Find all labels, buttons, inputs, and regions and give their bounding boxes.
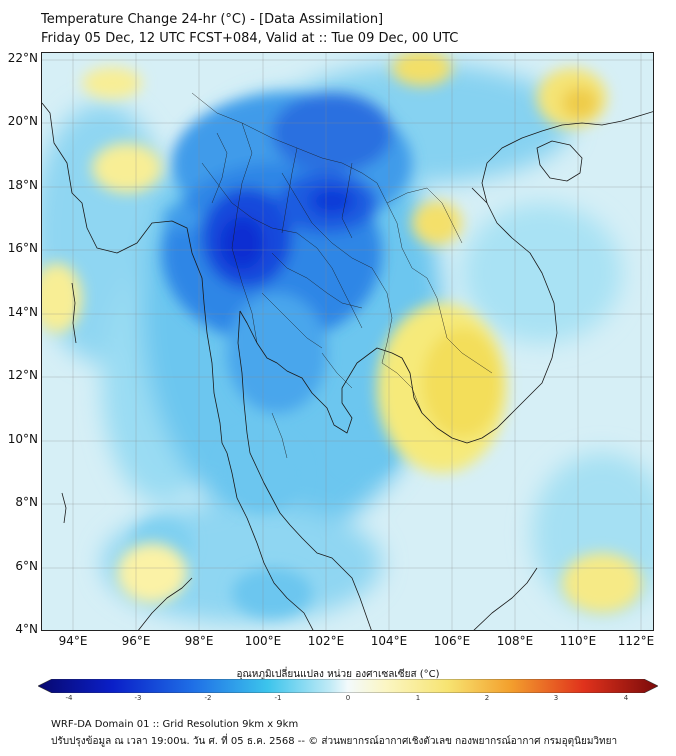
admin-borders xyxy=(191,92,493,459)
map-title: Temperature Change 24-hr (°C) - [Data As… xyxy=(41,12,384,27)
warm-field xyxy=(42,53,642,613)
temperature-change-map xyxy=(41,52,654,631)
lat-label-18: 18°N xyxy=(7,178,38,192)
lon-label-104: 104°E xyxy=(370,634,408,648)
footer-credit: ปรับปรุงข้อมูล ณ เวลา 19:00น. วัน ศ. ที่… xyxy=(51,736,618,747)
colorbar-tick-3: 3 xyxy=(553,694,559,702)
colorbar-tick-neg4: -4 xyxy=(65,694,73,702)
colorbar-tick-neg1: -1 xyxy=(274,694,282,702)
map-subtitle: Friday 05 Dec, 12 UTC FCST+084, Valid at… xyxy=(41,31,459,46)
lat-label-22: 22°N xyxy=(7,51,38,65)
footer-domain-info: WRF-DA Domain 01 :: Grid Resolution 9km … xyxy=(51,719,299,730)
lat-label-8: 8°N xyxy=(15,495,38,509)
colorbar-tick-0: 0 xyxy=(345,694,351,702)
colorbar-tick-2: 2 xyxy=(484,694,490,702)
lat-label-12: 12°N xyxy=(7,368,38,382)
colorbar xyxy=(38,679,658,693)
lon-label-96: 96°E xyxy=(121,634,151,648)
colorbar-tick-1: 1 xyxy=(415,694,421,702)
colorbar-tick-4: 4 xyxy=(623,694,629,702)
lat-label-14: 14°N xyxy=(7,305,38,319)
lon-label-112: 112°E xyxy=(617,634,655,648)
colorbar-tick-neg3: -3 xyxy=(134,694,142,702)
colorbar-tick-neg2: -2 xyxy=(204,694,212,702)
lon-label-110: 110°E xyxy=(559,634,597,648)
lon-label-102: 102°E xyxy=(307,634,345,648)
lat-label-16: 16°N xyxy=(7,241,38,255)
lon-label-94: 94°E xyxy=(58,634,88,648)
lon-label-108: 108°E xyxy=(496,634,534,648)
lon-label-106: 106°E xyxy=(433,634,471,648)
lon-label-98: 98°E xyxy=(184,634,214,648)
colorbar-label: อุณหภูมิเปลี่ยนแปลง หน่วย องศาเซลเซียส (… xyxy=(236,669,440,680)
lat-label-10: 10°N xyxy=(7,432,38,446)
lat-label-4: 4°N xyxy=(15,622,38,636)
map-svg xyxy=(42,53,653,630)
lat-label-20: 20°N xyxy=(7,114,38,128)
colorbar-fill xyxy=(38,679,658,693)
lat-label-6: 6°N xyxy=(15,559,38,573)
lon-label-100: 100°E xyxy=(244,634,282,648)
